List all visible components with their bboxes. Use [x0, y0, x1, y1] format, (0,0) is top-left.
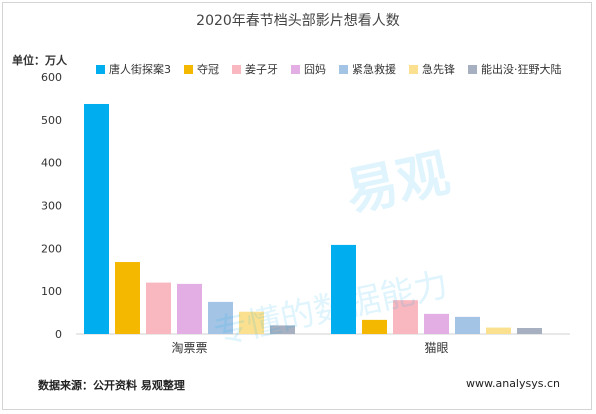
bar	[177, 283, 202, 334]
legend-swatch	[184, 64, 193, 74]
y-tick-label: 500	[41, 114, 62, 127]
legend-label: 急先锋	[422, 63, 455, 76]
legend-item: 紧急救援	[339, 61, 396, 77]
y-tick-label: 400	[41, 157, 62, 170]
legend-swatch	[232, 64, 241, 74]
bar	[486, 327, 511, 334]
data-source: 数据来源：公开资料 易观整理	[38, 379, 185, 392]
legend-item: 唐人街探案3	[96, 61, 171, 77]
bar	[517, 328, 542, 334]
legend-item: 能出没·狂野大陆	[468, 61, 562, 77]
legend-item: 急先锋	[409, 61, 455, 77]
bar	[84, 103, 109, 334]
legend-label: 囧妈	[304, 63, 326, 76]
legend-item: 夺冠	[184, 61, 219, 77]
bar	[424, 313, 449, 334]
legend-swatch	[339, 64, 348, 74]
legend: 唐人街探案3 夺冠 姜子牙 囧妈 紧急救援 急先锋 能出没·狂野大陆	[96, 61, 575, 77]
bar	[270, 325, 295, 334]
chart-title: 2020年春节档头部影片想看人数	[196, 13, 400, 29]
x-tick-label: 猫眼	[424, 341, 448, 355]
y-tick-label: 100	[41, 285, 62, 298]
legend-item: 囧妈	[291, 61, 326, 77]
legend-label: 夺冠	[197, 63, 219, 76]
legend-label: 能出没·狂野大陆	[481, 63, 562, 76]
legend-label: 唐人街探案3	[109, 63, 171, 76]
y-tick-label: 300	[41, 200, 62, 213]
bar	[331, 244, 356, 334]
y-tick-label: 600	[41, 71, 62, 84]
legend-swatch	[409, 64, 418, 74]
bar	[115, 262, 140, 334]
y-tick-label: 0	[55, 328, 62, 341]
legend-swatch	[96, 64, 105, 74]
legend-label: 紧急救援	[352, 63, 396, 76]
source-website[interactable]: www.analysys.cn	[466, 377, 560, 390]
bar	[393, 300, 418, 334]
y-tick-label: 200	[41, 242, 62, 255]
x-tick-label: 淘票票	[171, 341, 207, 355]
bar	[208, 301, 233, 334]
legend-item: 姜子牙	[232, 61, 278, 77]
bar	[239, 311, 264, 334]
unit-label: 单位：万人	[12, 54, 67, 67]
legend-swatch	[468, 64, 477, 74]
legend-swatch	[291, 64, 300, 74]
bar	[362, 319, 387, 334]
bar	[146, 282, 171, 334]
bar	[455, 316, 480, 334]
legend-label: 姜子牙	[245, 63, 278, 76]
